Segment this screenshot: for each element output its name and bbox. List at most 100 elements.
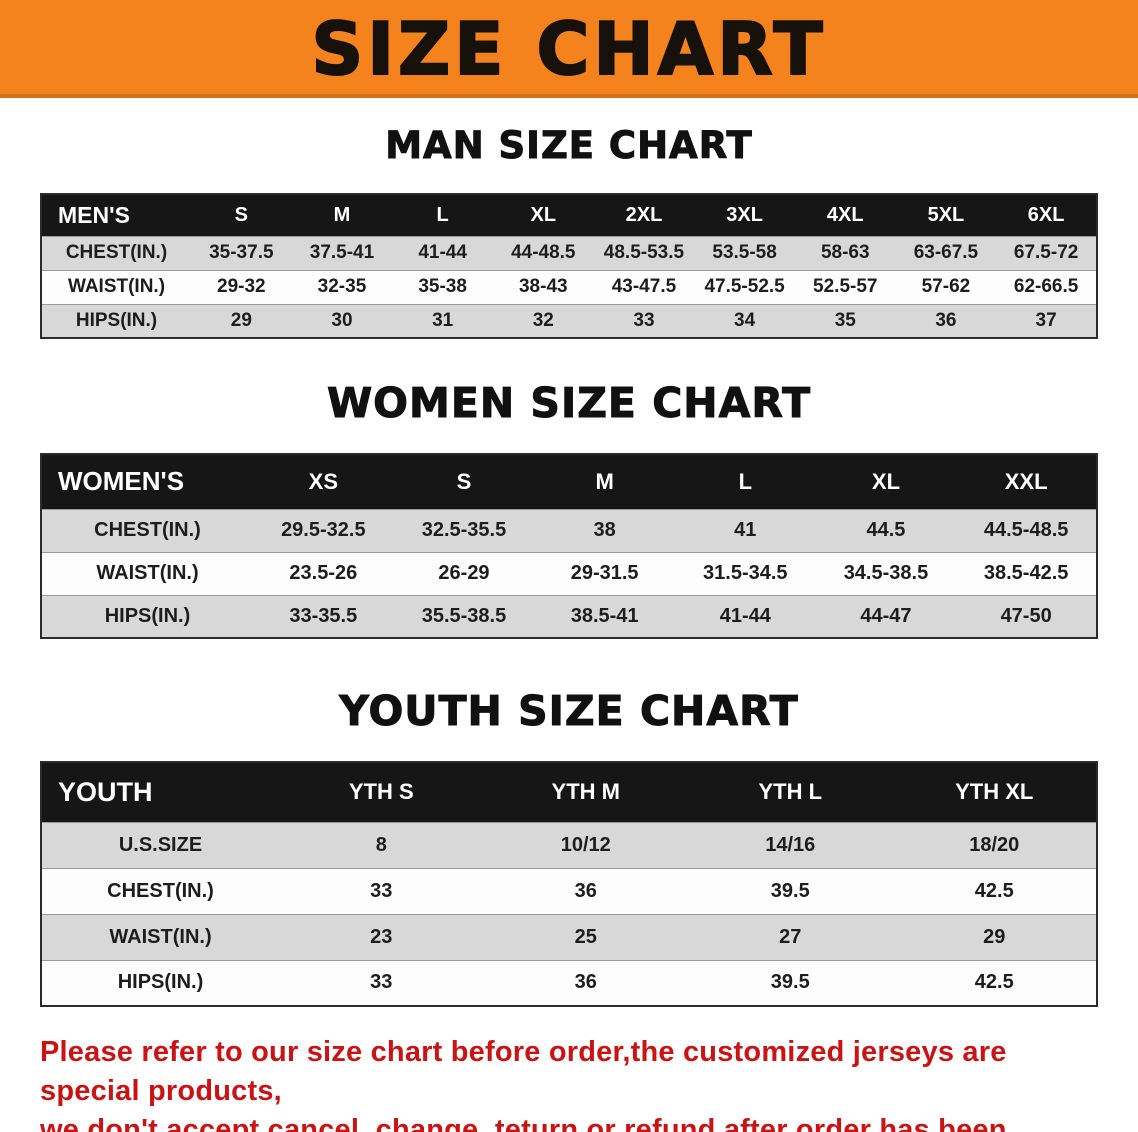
youth-size-table: YOUTH YTH S YTH M YTH L YTH XL U.S.SIZE 8 10/12… [40, 761, 1098, 1007]
size-value-cell: 41-44 [674, 594, 816, 638]
size-value-cell: 57-62 [895, 269, 997, 304]
table-title-cell: MEN'S [41, 194, 191, 236]
size-value-cell: 29.5-32.5 [253, 508, 394, 552]
table-row: CHEST(IN.) 33 36 39.5 42.5 [41, 867, 1097, 914]
size-value-cell: 35-37.5 [191, 235, 292, 270]
banner: SIZE CHART [0, 0, 1138, 98]
size-value-cell: 38.5-41 [534, 594, 675, 638]
size-value-cell: 35.5-38.5 [393, 594, 535, 638]
table-row: HIPS(IN.) 33-35.5 35.5-38.5 38.5-41 41-44 44-… [41, 594, 1097, 638]
size-value-cell: 29-31.5 [534, 551, 675, 595]
size-value-cell: 38.5-42.5 [956, 551, 1097, 595]
row-label-cell: HIPS(IN.) [41, 303, 191, 338]
row-label-cell: U.S.SIZE [41, 821, 279, 868]
size-header-cell: L [674, 454, 816, 509]
size-header-cell: 3XL [694, 194, 795, 236]
size-value-cell: 31 [392, 303, 493, 338]
size-value-cell: 58-63 [794, 235, 896, 270]
women-size-table: WOMEN'S XS S M L XL XXL CHEST(IN.) 29.5-32.5 32.5… [40, 453, 1098, 639]
size-header-cell: S [393, 454, 535, 509]
row-label-cell: WAIST(IN.) [41, 913, 279, 960]
size-header-cell: S [191, 194, 292, 236]
size-value-cell: 38-43 [492, 269, 594, 304]
size-value-cell: 37 [996, 303, 1097, 338]
table-row: U.S.SIZE 8 10/12 14/16 18/20 [41, 821, 1097, 868]
size-header-cell: M [534, 454, 675, 509]
size-value-cell: 37.5-41 [291, 235, 393, 270]
size-value-cell: 67.5-72 [996, 235, 1097, 270]
size-header-cell: YTH S [279, 762, 484, 822]
table-row: WAIST(IN.) 23 25 27 29 [41, 913, 1097, 960]
size-value-cell: 35 [794, 303, 896, 338]
size-value-cell: 62-66.5 [996, 269, 1097, 304]
size-value-cell: 35-38 [392, 269, 493, 304]
table-title-cell: YOUTH [41, 762, 279, 822]
size-value-cell: 47.5-52.5 [694, 269, 795, 304]
size-value-cell: 42.5 [892, 867, 1097, 914]
size-header-cell: XXL [956, 454, 1097, 509]
size-value-cell: 29-32 [191, 269, 292, 304]
size-value-cell: 26-29 [393, 551, 535, 595]
size-value-cell: 25 [483, 913, 688, 960]
youth-section: YOUTH SIZE CHART YOUTH YTH S YTH M YTH L YTH… [0, 639, 1138, 1007]
size-value-cell: 41 [674, 508, 816, 552]
size-value-cell: 44.5-48.5 [956, 508, 1097, 552]
size-header-cell: 5XL [895, 194, 997, 236]
size-value-cell: 43-47.5 [593, 269, 695, 304]
men-size-table: MEN'S S M L XL 2XL 3XL 4XL 5XL 6XL CHEST(IN.) 35-37… [40, 193, 1098, 339]
size-value-cell: 18/20 [892, 821, 1097, 868]
row-label-cell: CHEST(IN.) [41, 508, 253, 552]
size-header-cell: YTH L [688, 762, 893, 822]
size-header-cell: 4XL [794, 194, 896, 236]
size-header-cell: M [291, 194, 393, 236]
size-value-cell: 41-44 [392, 235, 493, 270]
size-value-cell: 30 [291, 303, 393, 338]
size-header-cell: YTH M [483, 762, 688, 822]
size-value-cell: 31.5-34.5 [674, 551, 816, 595]
size-value-cell: 44-47 [815, 594, 957, 638]
size-value-cell: 38 [534, 508, 675, 552]
size-value-cell: 33-35.5 [253, 594, 394, 638]
row-label-cell: CHEST(IN.) [41, 867, 279, 914]
table-row: WAIST(IN.) 23.5-26 26-29 29-31.5 31.5-34.5 34… [41, 551, 1097, 595]
row-label-cell: WAIST(IN.) [41, 551, 253, 595]
table-row: CHEST(IN.) 29.5-32.5 32.5-35.5 38 41 44.5 44.5… [41, 508, 1097, 552]
size-value-cell: 39.5 [688, 867, 893, 914]
table-row: WAIST(IN.) 29-32 32-35 35-38 38-43 43-47.5 47.… [41, 269, 1097, 304]
table-header-row: YOUTH YTH S YTH M YTH L YTH XL [41, 762, 1097, 822]
size-value-cell: 27 [688, 913, 893, 960]
size-value-cell: 53.5-58 [694, 235, 795, 270]
disclaimer-line-1: Please refer to our size chart before or… [40, 1036, 1007, 1107]
table-title-cell: WOMEN'S [41, 454, 253, 509]
size-value-cell: 36 [895, 303, 997, 338]
size-value-cell: 32 [492, 303, 594, 338]
women-section-heading: WOMEN SIZE CHART [326, 379, 812, 428]
size-header-cell: YTH XL [892, 762, 1097, 822]
size-value-cell: 10/12 [483, 821, 688, 868]
row-label-cell: CHEST(IN.) [41, 235, 191, 270]
size-value-cell: 29 [191, 303, 292, 338]
disclaimer-text: Please refer to our size chart before or… [40, 1033, 1110, 1132]
size-header-cell: XL [492, 194, 594, 236]
size-value-cell: 39.5 [688, 959, 893, 1006]
size-value-cell: 33 [279, 867, 484, 914]
youth-section-heading: YOUTH SIZE CHART [339, 687, 799, 736]
size-header-cell: L [392, 194, 493, 236]
row-label-cell: HIPS(IN.) [41, 959, 279, 1006]
table-header-row: WOMEN'S XS S M L XL XXL [41, 454, 1097, 509]
disclaimer-line-2: we don't accept cancel, change, teturn o… [40, 1114, 1007, 1132]
size-value-cell: 44-48.5 [492, 235, 594, 270]
size-value-cell: 36 [483, 867, 688, 914]
men-section-heading: MAN SIZE CHART [385, 124, 753, 168]
table-row: HIPS(IN.) 33 36 39.5 42.5 [41, 959, 1097, 1006]
size-value-cell: 42.5 [892, 959, 1097, 1006]
size-header-cell: XS [253, 454, 394, 509]
size-header-cell: 2XL [593, 194, 695, 236]
women-section: WOMEN SIZE CHART WOMEN'S XS S M L XL XXL CHEST(… [0, 339, 1138, 639]
size-value-cell: 52.5-57 [794, 269, 896, 304]
size-header-cell: XL [815, 454, 957, 509]
size-value-cell: 34.5-38.5 [815, 551, 957, 595]
table-row: CHEST(IN.) 35-37.5 37.5-41 41-44 44-48.5 48.5… [41, 235, 1097, 270]
size-value-cell: 14/16 [688, 821, 893, 868]
